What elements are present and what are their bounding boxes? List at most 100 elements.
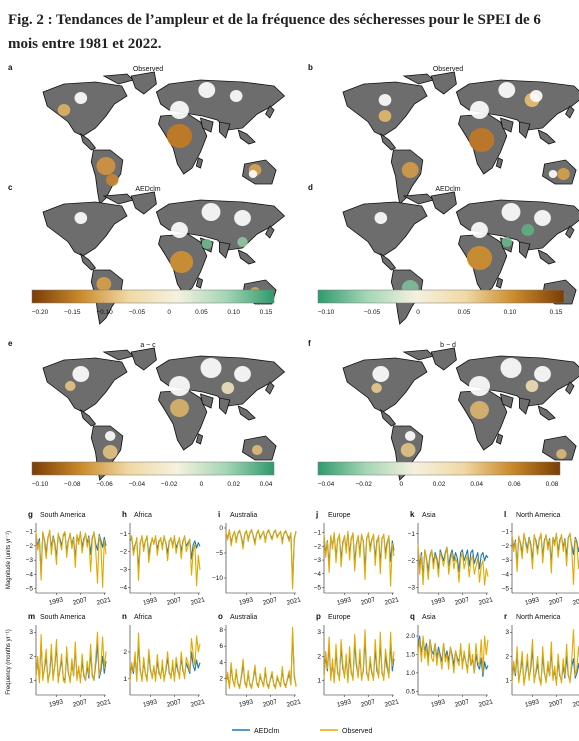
x-tick-label: 2007 <box>454 596 470 607</box>
panel-label: p <box>316 612 321 621</box>
y-tick-label: 1 <box>317 678 321 685</box>
trend-patch <box>371 383 382 393</box>
colorbar-tick-label: −0.02 <box>355 481 372 488</box>
colorbar-tick-label: 0 <box>200 481 204 488</box>
y-tick-label: −3 <box>502 557 510 564</box>
world-map <box>42 71 286 205</box>
timeseries-panel-o: o Australia 8 6 4 2 1993 2007 2021 <box>218 612 302 709</box>
x-tick-label: 2007 <box>262 698 278 709</box>
colorbar-tick-label: 0.04 <box>470 481 483 488</box>
trend-patch <box>251 445 263 455</box>
x-tick-label: 2007 <box>360 596 376 607</box>
y-tick-label: −3 <box>408 585 416 592</box>
no-data-patch <box>378 94 392 106</box>
trend-patch <box>469 128 495 152</box>
observed-line <box>417 544 489 586</box>
panel-label: a <box>8 63 13 72</box>
panel-label: b <box>308 63 313 72</box>
trend-patch <box>65 381 76 391</box>
no-data-patch <box>201 203 221 221</box>
y-tick-label: 2 <box>123 649 127 656</box>
legend-observed-label: Observed <box>342 728 372 735</box>
y-tick-label: −5 <box>314 585 322 592</box>
trend-patch <box>237 237 248 247</box>
observed-line <box>35 529 107 588</box>
x-tick-label: 1993 <box>336 698 352 709</box>
trend-patch <box>470 401 489 419</box>
trend-patch <box>102 445 118 459</box>
x-tick-label: 2007 <box>72 698 88 709</box>
y-tick-label: 2 <box>505 653 509 660</box>
timeseries-panel-m: m South America 3 2 1 1993 2007 2021 <box>28 612 112 709</box>
y-tick-label: −2 <box>314 543 322 550</box>
trend-patch <box>466 246 493 270</box>
colorbar-tick-label: 0.02 <box>227 481 240 488</box>
panel-label: c <box>8 183 13 192</box>
colorbar-tick-label: 0.15 <box>550 309 563 316</box>
timeseries-panel-r: r North America 3 2 1 1993 2007 2021 <box>504 612 579 709</box>
no-data-patch <box>229 90 243 102</box>
trend-patch <box>378 110 392 122</box>
x-tick-label: 2007 <box>548 596 564 607</box>
x-tick-label: 2007 <box>262 596 278 607</box>
colorbar-tick-label: 0.15 <box>260 309 273 316</box>
world-map <box>342 71 579 205</box>
y-tick-label: −1 <box>314 530 322 537</box>
no-data-patch <box>72 366 90 382</box>
trend-patch <box>57 104 71 116</box>
colorbar-gradient <box>317 289 565 304</box>
y-tick-label: −5 <box>216 550 224 557</box>
observed-line <box>225 528 297 590</box>
no-data-patch <box>248 170 258 178</box>
y-tick-label: −1 <box>502 529 510 536</box>
trend-patch <box>556 449 567 459</box>
colorbar-2: Frequency (months yr⁻¹)−0.10−0.0500.050.… <box>317 289 565 316</box>
y-tick-label: 1.5 <box>406 651 415 658</box>
y-tick-label: 1 <box>505 678 509 685</box>
trend-patch <box>221 382 235 394</box>
x-tick-label: 1993 <box>48 596 64 607</box>
panel-label: f <box>308 339 311 348</box>
colorbar-tick-label: −0.04 <box>129 481 146 488</box>
x-tick-label: 2021 <box>286 698 302 709</box>
colorbar-tick-label: 0.10 <box>504 309 517 316</box>
y-tick-label: −2 <box>120 549 128 556</box>
map-title: AEDclm <box>135 186 160 193</box>
panel-label: h <box>122 510 127 519</box>
series-title: North America <box>516 614 560 621</box>
y-tick-label: 1 <box>123 676 127 683</box>
trend-patch <box>96 157 116 175</box>
x-tick-label: 2021 <box>384 698 400 709</box>
trend-patch <box>170 251 194 273</box>
colorbar-tick-label: 0 <box>167 309 171 316</box>
land-shapes <box>42 71 286 205</box>
x-tick-label: 1993 <box>524 596 540 607</box>
colorbar-gradient <box>31 289 275 304</box>
x-tick-label: 1993 <box>48 698 64 709</box>
trend-patch <box>521 224 535 236</box>
x-tick-label: 2021 <box>190 698 206 709</box>
panel-label: i <box>218 510 220 519</box>
observed-line <box>511 532 579 585</box>
series-title: Australia <box>230 614 257 621</box>
y-tick-label: 6 <box>219 643 223 650</box>
no-data-patch <box>548 170 558 178</box>
colorbar-tick-label: 0.10 <box>227 309 240 316</box>
x-tick-label: 2007 <box>166 596 182 607</box>
timeseries-panel-q: q Asia 2.0 1.5 1.0 0.5 1993 2007 2021 <box>406 612 494 709</box>
y-tick-label: −10 <box>212 575 223 582</box>
x-tick-label: 2021 <box>572 698 579 709</box>
panel-label: d <box>308 183 313 192</box>
x-tick-label: 1993 <box>524 698 540 709</box>
y-tick-label: −5 <box>26 586 34 593</box>
colorbar-tick-label: 0.08 <box>546 481 559 488</box>
trend-patch <box>401 162 419 178</box>
colorbar-tick-label: 0.04 <box>260 481 273 488</box>
no-data-patch <box>498 82 516 98</box>
map-panel-b: b Observed <box>308 63 579 205</box>
colorbar-tick-label: −0.08 <box>64 481 81 488</box>
x-tick-label: 1993 <box>430 596 446 607</box>
x-tick-label: 2021 <box>286 596 302 607</box>
